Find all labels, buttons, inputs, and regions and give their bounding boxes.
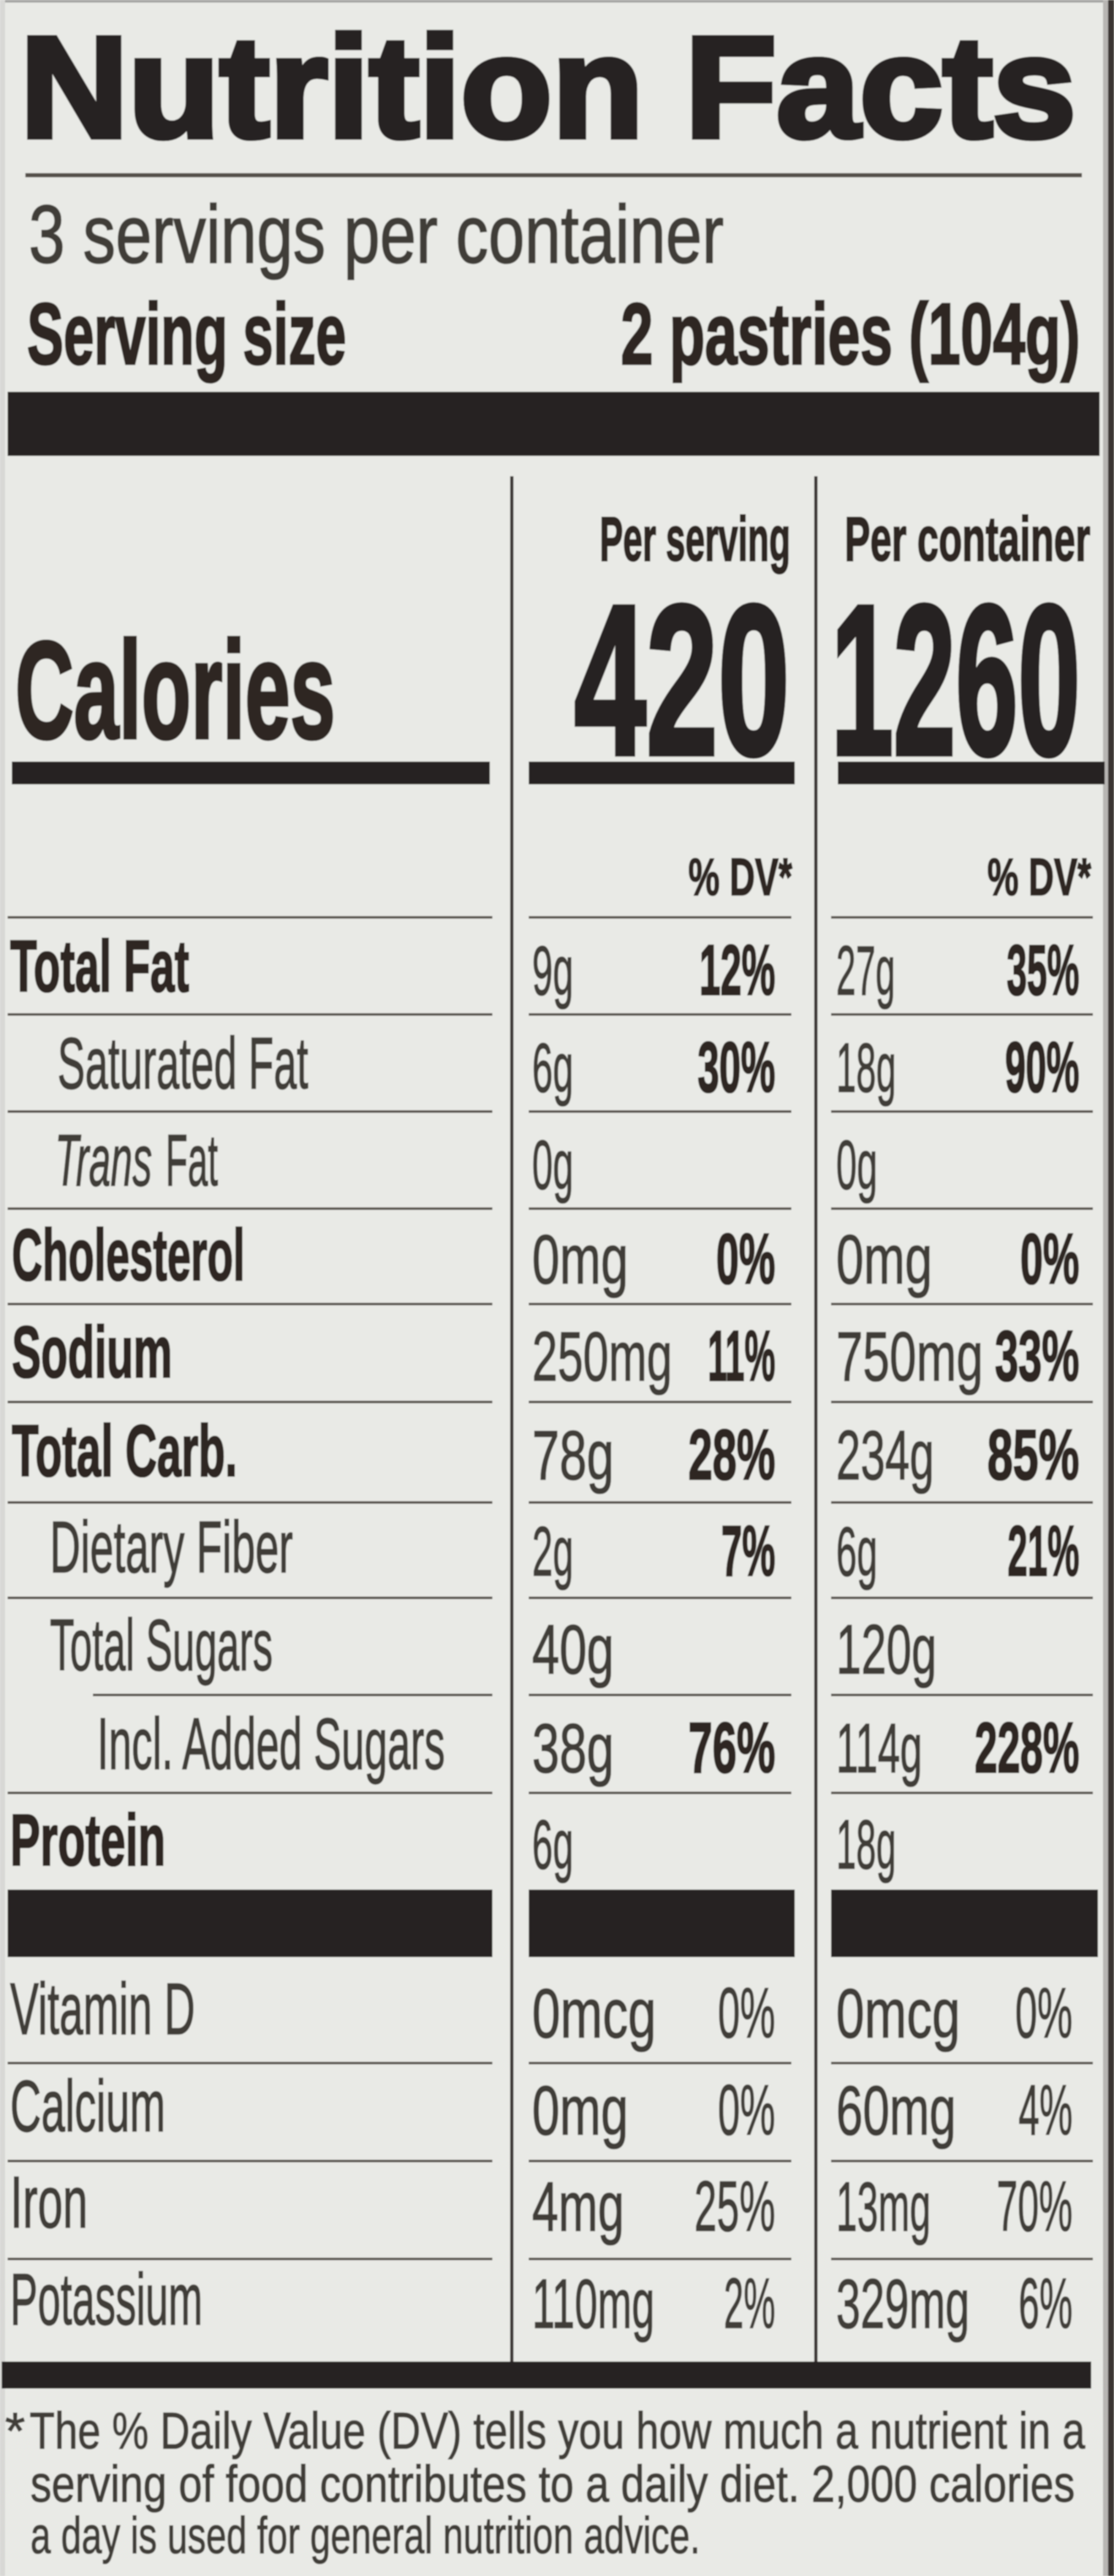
svg-text:76%: 76% xyxy=(688,1708,775,1787)
svg-text:228%: 228% xyxy=(975,1708,1079,1787)
svg-text:% DV*: % DV* xyxy=(688,849,792,907)
svg-text:2 pastries (104g): 2 pastries (104g) xyxy=(621,285,1080,382)
svg-text:6g: 6g xyxy=(836,1513,878,1591)
svg-text:Trans: Trans xyxy=(55,1120,152,1201)
svg-text:Calcium: Calcium xyxy=(10,2065,166,2146)
svg-text:0%: 0% xyxy=(716,1219,775,1299)
svg-text:Total Fat: Total Fat xyxy=(10,927,189,1008)
svg-text:Per container: Per container xyxy=(845,505,1090,575)
svg-text:28%: 28% xyxy=(688,1415,775,1494)
svg-text:Calories: Calories xyxy=(15,613,335,767)
svg-text:The % Daily Value (DV) tells y: The % Daily Value (DV) tells you how muc… xyxy=(30,2402,1085,2459)
svg-text:% DV*: % DV* xyxy=(987,849,1091,907)
svg-text:Sodium: Sodium xyxy=(12,1313,172,1394)
svg-text:30%: 30% xyxy=(698,1029,775,1108)
svg-text:120g: 120g xyxy=(836,1610,937,1689)
svg-text:0%: 0% xyxy=(718,2071,775,2150)
svg-text:Total Sugars: Total Sugars xyxy=(50,1604,273,1686)
svg-text:13mg: 13mg xyxy=(836,2169,931,2247)
svg-text:90%: 90% xyxy=(1005,1028,1079,1108)
svg-text:11%: 11% xyxy=(708,1317,775,1396)
svg-text:60mg: 60mg xyxy=(836,2072,956,2150)
svg-text:serving of food contributes to: serving of food contributes to a daily d… xyxy=(30,2454,1075,2513)
svg-text:6g: 6g xyxy=(532,1029,573,1107)
svg-text:70%: 70% xyxy=(997,2167,1073,2247)
svg-text:40g: 40g xyxy=(532,1611,614,1689)
svg-text:Fat: Fat xyxy=(166,1120,218,1201)
svg-text:2g: 2g xyxy=(532,1513,573,1591)
svg-text:2%: 2% xyxy=(724,2264,775,2344)
svg-text:9g: 9g xyxy=(532,932,573,1010)
svg-text:38g: 38g xyxy=(532,1710,614,1788)
svg-text:4mg: 4mg xyxy=(532,2168,624,2247)
svg-text:750mg: 750mg xyxy=(836,1319,983,1396)
svg-text:0mg: 0mg xyxy=(532,1221,628,1299)
svg-text:25%: 25% xyxy=(694,2167,775,2246)
svg-text:0%: 0% xyxy=(1020,1219,1079,1299)
svg-text:Saturated Fat: Saturated Fat xyxy=(57,1023,308,1104)
svg-text:Potassium: Potassium xyxy=(10,2259,203,2340)
svg-text:18g: 18g xyxy=(836,1804,896,1883)
svg-text:0g: 0g xyxy=(836,1126,878,1204)
svg-text:Cholesterol: Cholesterol xyxy=(12,1214,245,1296)
svg-text:7%: 7% xyxy=(721,1512,775,1592)
svg-text:12%: 12% xyxy=(699,931,775,1011)
svg-text:Nutrition Facts: Nutrition Facts xyxy=(20,7,1076,167)
svg-text:a day is used for general nutr: a day is used for general nutrition advi… xyxy=(30,2508,700,2565)
svg-text:329mg: 329mg xyxy=(836,2264,970,2343)
svg-text:6%: 6% xyxy=(1019,2264,1073,2344)
svg-text:33%: 33% xyxy=(995,1315,1079,1396)
svg-text:110mg: 110mg xyxy=(532,2265,655,2344)
svg-text:0mcg: 0mcg xyxy=(836,1975,960,2053)
svg-text:18g: 18g xyxy=(836,1028,896,1106)
svg-text:Vitamin D: Vitamin D xyxy=(10,1968,195,2049)
svg-text:Incl. Added Sugars: Incl. Added Sugars xyxy=(97,1704,445,1785)
svg-text:0%: 0% xyxy=(718,1974,775,2053)
svg-text:114g: 114g xyxy=(836,1710,922,1787)
svg-text:0mg: 0mg xyxy=(532,2072,628,2150)
svg-text:6g: 6g xyxy=(532,1806,573,1884)
svg-text:78g: 78g xyxy=(532,1417,614,1495)
svg-text:Iron: Iron xyxy=(10,2162,88,2243)
svg-text:1260: 1260 xyxy=(831,561,1080,800)
svg-text:0%: 0% xyxy=(1015,1974,1073,2053)
svg-text:Serving size: Serving size xyxy=(27,286,346,383)
svg-text:3 servings per container: 3 servings per container xyxy=(29,189,724,280)
svg-text:35%: 35% xyxy=(1007,932,1079,1011)
svg-text:21%: 21% xyxy=(1008,1513,1079,1592)
svg-text:Per serving: Per serving xyxy=(600,504,791,574)
svg-text:27g: 27g xyxy=(836,930,895,1009)
svg-text:Dietary Fiber: Dietary Fiber xyxy=(50,1506,293,1587)
svg-text:*: * xyxy=(5,2402,25,2459)
svg-text:234g: 234g xyxy=(836,1416,934,1494)
svg-text:85%: 85% xyxy=(987,1415,1079,1494)
svg-text:4%: 4% xyxy=(1019,2071,1073,2150)
svg-text:Total Carb.: Total Carb. xyxy=(12,1412,237,1493)
svg-text:0g: 0g xyxy=(532,1126,573,1204)
svg-text:0mg: 0mg xyxy=(836,1221,932,1299)
svg-text:0mcg: 0mcg xyxy=(532,1975,656,2053)
svg-text:Protein: Protein xyxy=(10,1800,166,1881)
svg-text:250mg: 250mg xyxy=(532,1317,672,1395)
